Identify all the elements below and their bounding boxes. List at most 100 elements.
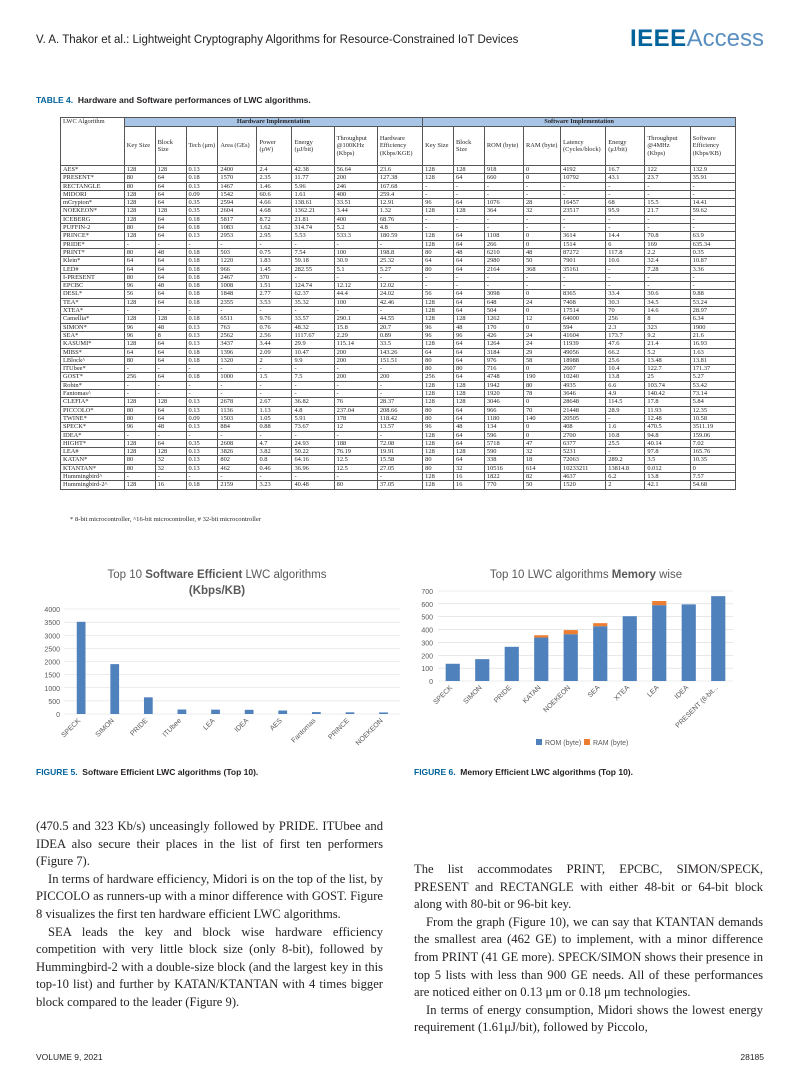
table-cell: - — [560, 281, 607, 291]
legend-swatch-rom — [536, 739, 542, 745]
column-header: Key Size — [123, 126, 156, 166]
table-cell: 128 — [123, 297, 156, 308]
figure6-caption: FIGURE 6. Memory Efficient LWC algorithm… — [414, 767, 633, 777]
table-cell: 596 — [483, 430, 524, 440]
table-cell: 200 — [333, 173, 378, 183]
table-cell: 6.2 — [605, 471, 646, 482]
table-row: PRINT* 80 48 0.18 503 0.75 7.54 100 198.8 80 48 621… — [60, 247, 737, 258]
table-cell: 64 — [453, 455, 485, 465]
x-tick-label: PRINCE — [327, 717, 351, 741]
table-cell: 15.58 — [376, 455, 424, 465]
table-cell: 966 — [483, 405, 524, 415]
table-cell: 128 — [154, 447, 187, 457]
table-row: ICEBERG 128 64 0.18 5817 8.72 21.81 400 68.76- - -… — [60, 214, 737, 225]
table-cell: 0.18 — [185, 214, 219, 225]
table-cell: 115.14 — [333, 339, 378, 349]
table-cell: 966 — [217, 264, 258, 274]
table-cell: - — [217, 364, 258, 374]
column-header: Throughput @100KHz (Kbps) — [333, 126, 378, 166]
table-cell: 96 — [123, 330, 156, 341]
y-tick-label: 2500 — [44, 646, 60, 653]
table-cell: 70 — [605, 306, 646, 316]
bar — [379, 712, 388, 714]
table-cell: 96 — [123, 281, 156, 291]
ram-bar — [593, 623, 608, 627]
table-cell: 64 — [154, 438, 187, 449]
table-cell: 1.45 — [256, 264, 293, 274]
algorithm-name-cell: Camellia* — [60, 314, 125, 324]
table-cell: 0.89 — [376, 330, 424, 341]
table-cell: 24 — [522, 330, 562, 341]
table-cell: 32.4 — [644, 256, 691, 266]
table-cell: - — [154, 239, 187, 249]
table-row: CLEFIA* 128 128 0.13 2678 2.67 36.82 76 28.37 128… — [60, 397, 737, 407]
table-cell: 323 — [644, 322, 691, 332]
rom-bar — [534, 637, 549, 681]
table-cell: 3511.19 — [689, 422, 737, 432]
table-row: HIGHT* 128 64 0.35 2608 4.7 24.93 188 72.08 128 64… — [60, 438, 737, 449]
table-cell: 14.6 — [644, 306, 691, 316]
table-cell: 1.83 — [256, 256, 293, 266]
table-caption: TABLE 4. Hardware and Software performan… — [36, 95, 311, 105]
table-cell: 80 — [453, 364, 485, 374]
table-cell: 0.18 — [185, 297, 219, 308]
table-row: KATAN* 80 32 0.13 802 0.8 64.16 12.5 15.58 80 64 33… — [60, 455, 737, 465]
algorithm-name-cell: IDEA* — [60, 430, 125, 440]
table-cell: 33.5 — [376, 339, 424, 349]
algorithm-name-cell: ICEBERG — [60, 214, 125, 225]
table-cell: 0.13 — [185, 455, 219, 465]
table-cell: 62.37 — [291, 289, 335, 299]
table-cell: 64 — [453, 355, 485, 366]
table-cell: 48 — [154, 422, 187, 432]
algorithm-name-cell: I-PRESENT — [60, 272, 125, 283]
table-cell: 0.18 — [185, 347, 219, 357]
table-cell: 64 — [154, 413, 187, 424]
table-row: LBlock^ 80 64 0.18 1320 2 9.9 200 151.51 80 64 976 5… — [60, 355, 737, 366]
table-cell: 2.2 — [644, 247, 691, 258]
table-cell: 21.7 — [644, 206, 691, 216]
algorithm-name-cell: PUFFIN-2 — [60, 223, 125, 233]
table-cell: 128 — [123, 314, 156, 324]
x-tick-label: PRIDE — [493, 684, 513, 704]
table-cell: - — [217, 239, 258, 249]
table-cell: - — [256, 306, 293, 316]
table-cell: - — [333, 364, 378, 374]
table-cell: - — [291, 430, 335, 440]
table-cell: 66.2 — [605, 347, 646, 357]
y-tick-label: 4000 — [44, 607, 60, 614]
algorithm-name-cell: GOST* — [60, 372, 125, 382]
table-cell: 1220 — [217, 256, 258, 266]
table-cell: 50.22 — [291, 447, 335, 457]
table-cell: 128 — [422, 314, 455, 324]
table-cell: 1076 — [483, 198, 524, 208]
table-cell: 0 — [522, 306, 562, 316]
table-cell: - — [522, 281, 562, 291]
table-cell: 5.53 — [291, 231, 335, 241]
table-cell: 14.41 — [689, 198, 737, 208]
table-cell: - — [644, 223, 691, 233]
table-cell: 11939 — [560, 339, 607, 349]
table-cell: 470.5 — [644, 422, 691, 432]
software-efficiency-bar-chart: Top 10 Software Efficient LWC algorithms… — [44, 569, 400, 747]
table-cell: 80 — [422, 247, 455, 258]
table-cell: - — [123, 239, 156, 249]
table-cell: 4.8 — [291, 405, 335, 415]
algorithm-name-cell: Robin* — [60, 380, 125, 391]
table-cell: 170 — [483, 322, 524, 332]
x-tick-label: IDEA — [674, 684, 691, 701]
table-cell: 64 — [154, 189, 187, 200]
table-cell: 80 — [422, 355, 455, 366]
algorithm-name-cell: LEA# — [60, 447, 125, 457]
table-cell: 59.62 — [689, 206, 737, 216]
table-cell: 289.2 — [605, 455, 646, 465]
table-cell: - — [422, 189, 455, 200]
table-cell: 0.012 — [644, 463, 691, 474]
hardware-group-header: Hardware Implementation — [123, 117, 424, 127]
table-cell: 237.04 — [333, 405, 378, 415]
table-cell: 128 — [422, 206, 455, 216]
table-cell: 68 — [605, 198, 646, 208]
ram-bar — [563, 630, 578, 635]
table-cell: - — [291, 272, 335, 283]
table-cell: 165.76 — [689, 447, 737, 457]
table-cell: - — [483, 223, 524, 233]
